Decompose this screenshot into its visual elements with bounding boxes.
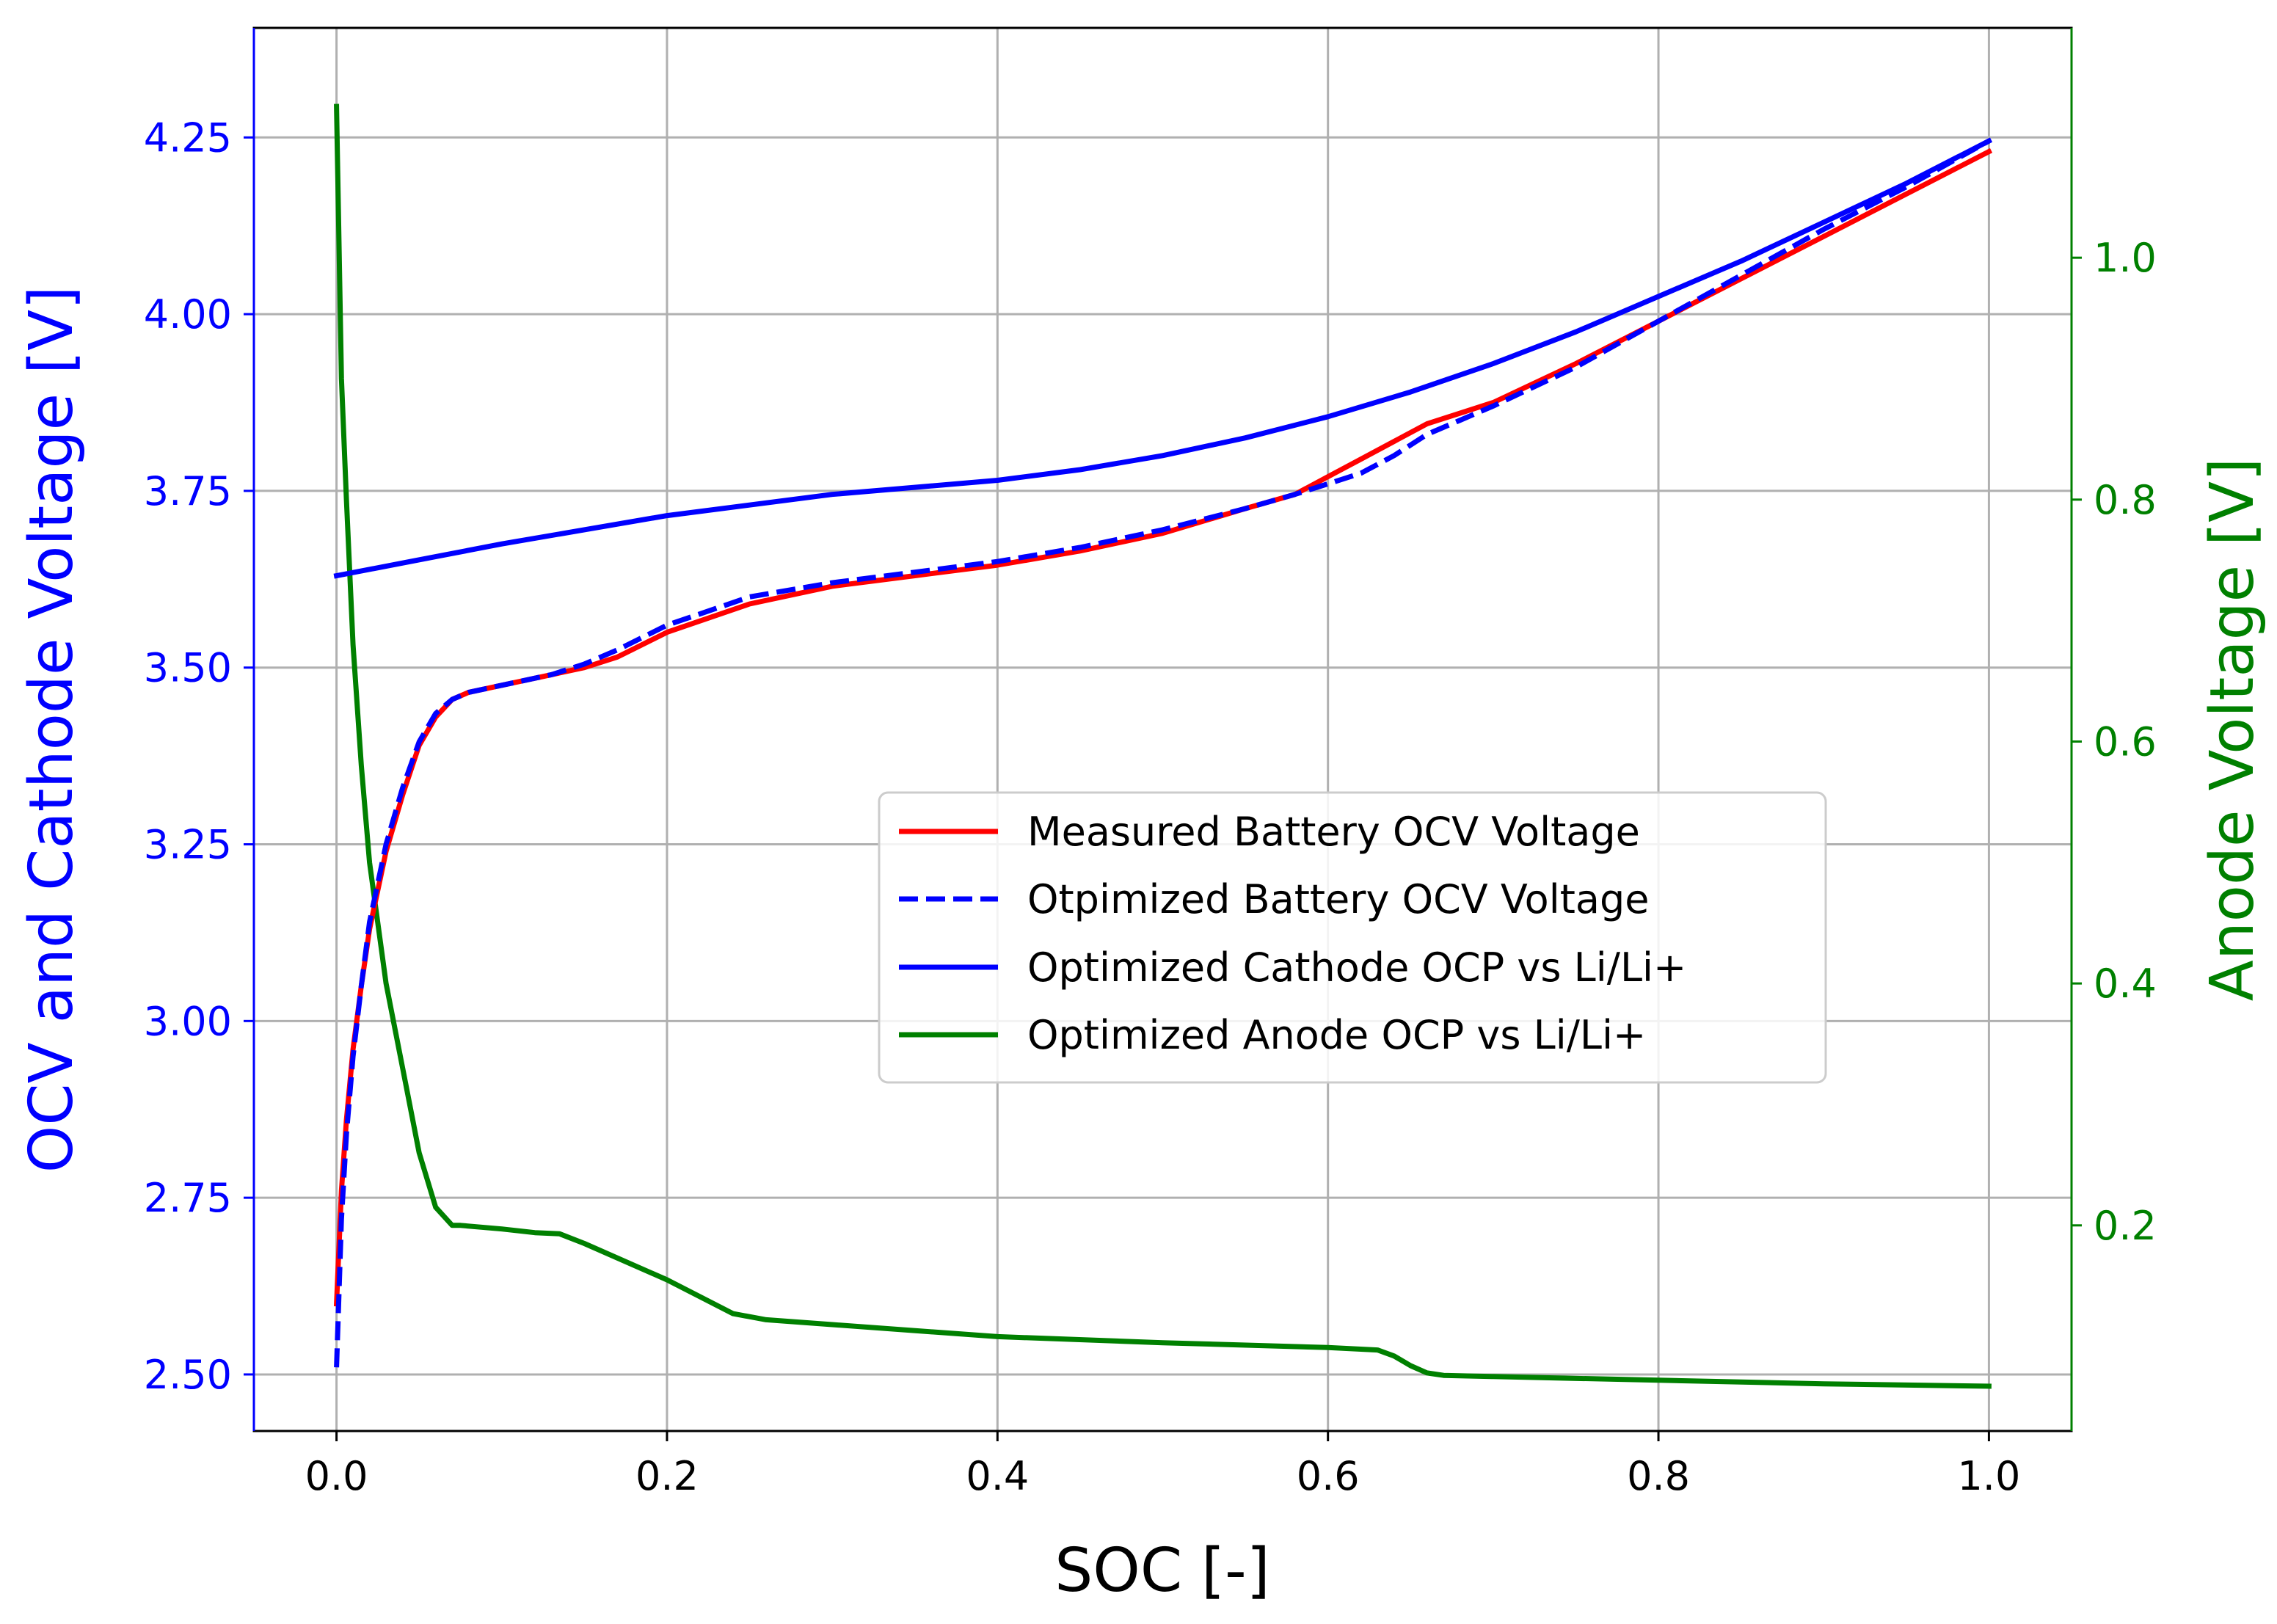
y-left-tick-label-3: 3.25 [144, 822, 232, 868]
y-left-tick-label-5: 3.75 [144, 468, 232, 514]
x-tick-label-4: 0.8 [1627, 1453, 1690, 1499]
y-left-tick-label-6: 4.00 [144, 291, 232, 338]
right-axis-ticks: 0.2 0.4 0.6 0.8 1.0 [2072, 235, 2157, 1249]
legend: Measured Battery OCV Voltage Otpimized B… [878, 791, 1827, 1084]
y-left-tick-label-2: 3.00 [144, 998, 232, 1044]
x-tick-label-1: 0.2 [635, 1453, 699, 1499]
x-tick-label-0: 0.0 [305, 1453, 368, 1499]
y-left-tick-label-0: 2.50 [144, 1352, 232, 1398]
y-right-tick-label-4: 1.0 [2094, 235, 2157, 281]
y-right-tick-label-2: 0.6 [2094, 718, 2157, 765]
y-left-tick-label-7: 4.25 [144, 114, 232, 161]
y-right-tick-label-0: 0.2 [2094, 1203, 2157, 1249]
left-axis-title: OCV and Cathode Voltage [V] [17, 286, 87, 1173]
left-axis-ticks: 2.50 2.75 3.00 3.25 3.50 3.75 4.00 4.25 [144, 114, 254, 1398]
series-line-otpimized-battery-ocv-voltage [334, 139, 1991, 1368]
y-left-tick-label-4: 3.50 [144, 645, 232, 691]
series-line-optimized-cathode-ocp-vs-li-li [333, 137, 1993, 579]
y-left-tick-label-1: 2.75 [144, 1175, 232, 1221]
legend-label-optimized-ocv: Otpimized Battery OCV Voltage [1027, 876, 1649, 922]
legend-box [878, 791, 1827, 1084]
series-line-optimized-anode-ocp-vs-li-li [334, 103, 1992, 1389]
x-tick-label-5: 1.0 [1957, 1453, 2020, 1499]
x-axis-title: SOC [-] [1054, 1536, 1270, 1606]
legend-label-measured: Measured Battery OCV Voltage [1027, 809, 1640, 855]
legend-label-anode: Optimized Anode OCP vs Li/Li+ [1027, 1012, 1646, 1058]
series-layer [333, 103, 1993, 1389]
x-tick-label-2: 0.4 [966, 1453, 1029, 1499]
x-axis-ticks: 0.0 0.2 0.4 0.6 0.8 1.0 [305, 1431, 2020, 1499]
y-right-tick-label-3: 0.8 [2094, 477, 2157, 523]
legend-label-cathode: Optimized Cathode OCP vs Li/Li+ [1027, 944, 1686, 991]
right-axis-title: Anode Voltage [V] [2198, 458, 2267, 1002]
y-right-tick-label-1: 0.4 [2094, 961, 2157, 1007]
x-tick-label-3: 0.6 [1297, 1453, 1360, 1499]
